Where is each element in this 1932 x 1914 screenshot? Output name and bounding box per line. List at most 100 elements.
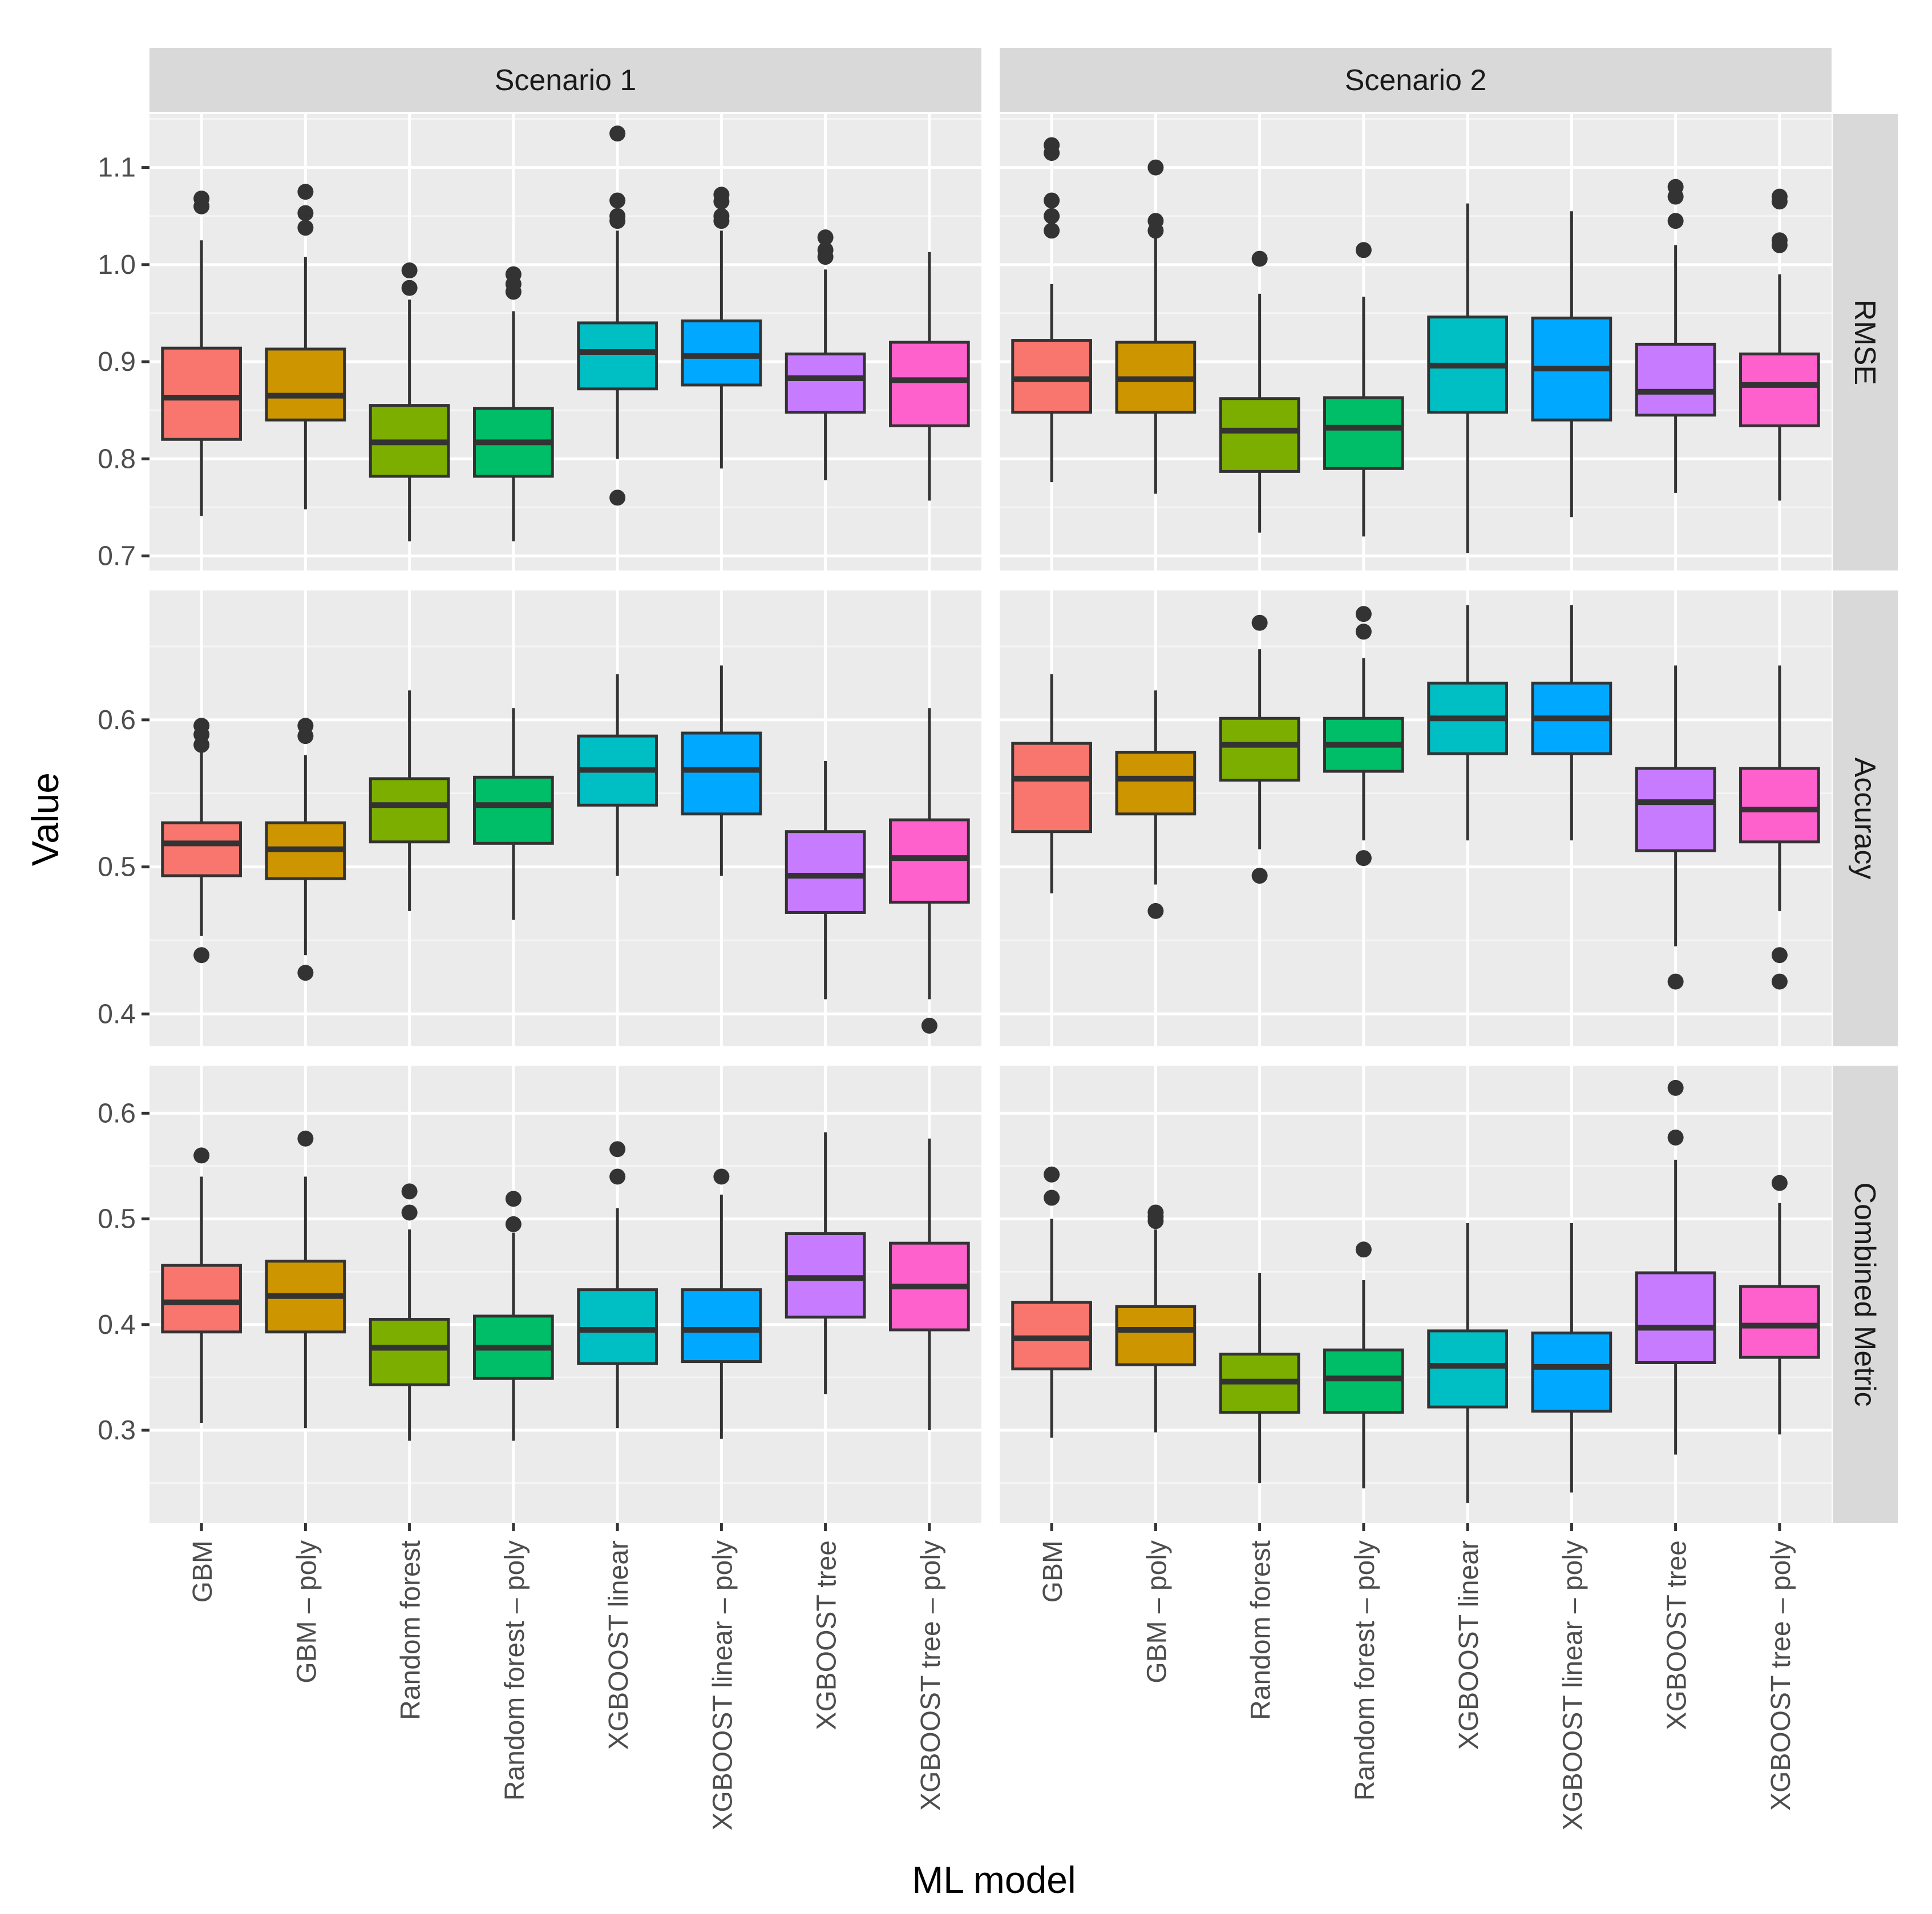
outlier-point [1044,208,1060,224]
boxplot-6 [1635,1079,1716,1455]
boxplot-6 [1635,665,1716,990]
column-strip [149,48,981,112]
outlier-point [1771,973,1788,990]
x-tick-label: Random forest – poly [1350,1540,1380,1800]
boxplot-0 [1011,137,1092,483]
outlier-point [297,1130,314,1147]
outlier-point [609,489,626,506]
row-strip [1833,1066,1898,1523]
boxplot-0 [1011,674,1092,893]
y-tick-label: 0.5 [98,852,136,883]
box-iqr [785,352,866,414]
outlier-point [609,208,626,224]
box-iqr [681,731,762,816]
boxplot-6 [785,760,866,1000]
boxplot-3 [473,708,554,920]
row-strip-label: Accuracy [1848,758,1881,880]
column-strip-label: Scenario 1 [495,64,637,97]
box-iqr [161,346,242,441]
boxplot-4 [1427,203,1508,553]
x-tick-label: GBM – poly [1142,1540,1172,1684]
outlier-point [297,220,314,236]
x-axis-title: ML model [912,1859,1076,1901]
outlier-point [297,184,314,200]
outlier-point [505,1191,522,1207]
row-strip [1833,114,1898,570]
box-iqr [785,830,866,914]
outlier-point [1251,250,1268,267]
y-tick-label: 0.9 [98,347,136,377]
box-iqr [1427,1329,1508,1409]
boxplot-2 [369,690,450,911]
boxplot-0 [161,718,242,964]
box-iqr [369,1318,450,1386]
boxplot-5 [681,665,762,876]
box-iqr [1011,339,1092,414]
boxplot-6 [785,229,866,480]
outlier-point [505,1216,522,1232]
box-iqr [473,775,554,845]
box-iqr [1739,352,1820,427]
box-iqr [681,319,762,387]
outlier-point [1667,213,1684,229]
outlier-point [609,126,626,142]
boxplot-3 [1323,1241,1404,1488]
boxplot-1 [265,184,346,509]
outlier-point [921,1017,937,1034]
boxplot-6 [785,1132,866,1395]
x-tick-label: GBM [1038,1540,1068,1603]
boxplot-3 [1323,242,1404,537]
outlier-point [1044,137,1060,153]
boxplot-2 [369,262,450,541]
y-tick-label: 0.4 [98,999,136,1029]
box-iqr [161,821,242,877]
outlier-point [401,1183,418,1200]
boxplot-1 [1115,159,1197,494]
y-tick-label: 0.3 [98,1415,136,1446]
panel-background [149,590,981,1046]
boxplot-3 [1323,606,1404,867]
boxplot-5 [1531,605,1612,841]
outlier-point [401,280,418,296]
outlier-point [1147,213,1164,229]
boxplot-7 [1739,665,1820,990]
outlier-point [817,242,834,258]
boxplot-2 [1219,614,1300,884]
outlier-point [193,718,210,734]
x-tick-label: XGBOOST tree [1662,1540,1692,1730]
boxplot-1 [1115,1204,1197,1433]
box-iqr [1635,767,1716,852]
y-tick-label: 1.0 [98,250,136,280]
box-iqr [681,1288,762,1363]
boxplot-5 [1531,1223,1612,1493]
y-tick-label: 0.7 [98,541,136,571]
outlier-point [193,191,210,207]
box-iqr [889,341,970,427]
x-tick-label: XGBOOST linear – poly [708,1540,738,1831]
box-iqr [1115,1305,1197,1366]
outlier-point [1044,222,1060,239]
box-iqr [1739,1285,1820,1359]
x-tick-label: XGBOOST linear [1454,1540,1484,1750]
outlier-point [1667,1079,1684,1096]
outlier-point [401,262,418,279]
outlier-point [1147,1204,1164,1221]
outlier-point [1771,232,1788,249]
outlier-point [817,229,834,246]
boxplot-2 [369,1183,450,1441]
box-iqr [1635,1271,1716,1364]
x-tick-label: Random forest [1246,1540,1276,1720]
outlier-point [1771,188,1788,205]
boxplot-0 [161,191,242,516]
row-strip-label: Combined Metric [1848,1182,1881,1406]
outlier-point [713,1168,730,1185]
outlier-point [1044,1189,1060,1206]
boxplot-5 [1531,211,1612,517]
x-tick-label: XGBOOST linear – poly [1558,1540,1588,1831]
boxplot-7 [889,1138,970,1431]
column-strip [1000,48,1832,112]
outlier-point [401,1204,418,1221]
column-strip-label: Scenario 2 [1345,64,1487,97]
y-tick-label: 0.6 [98,1098,136,1128]
